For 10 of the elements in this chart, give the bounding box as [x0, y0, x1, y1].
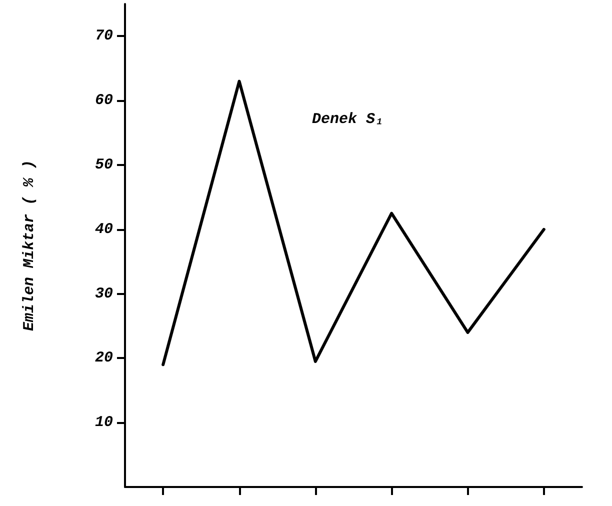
y-tick-label: 70 [94, 28, 113, 45]
y-tick-label: 50 [94, 156, 113, 174]
annotation: Denek S₁ [312, 111, 384, 128]
y-axis-title: Emilen Miktar ( % ) [21, 160, 38, 332]
y-tick-label: 20 [94, 350, 113, 367]
y-tick-label: 40 [94, 220, 113, 238]
line-series [162, 80, 546, 366]
y-tick-label: 10 [94, 414, 113, 432]
y-tick-label: 30 [94, 285, 113, 302]
y-tick-label: 60 [94, 92, 113, 110]
